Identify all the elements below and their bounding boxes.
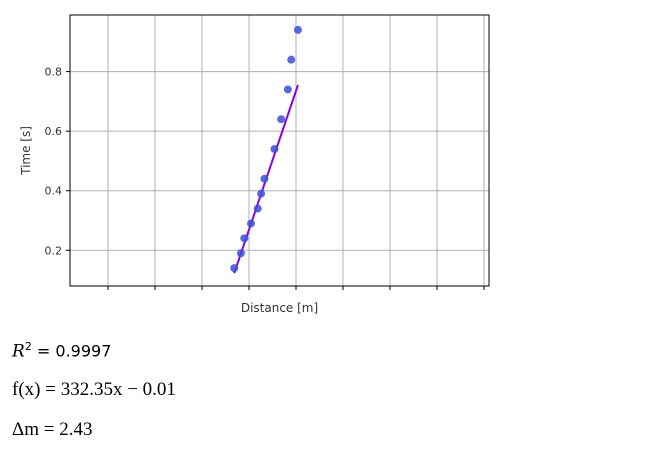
data-point — [287, 55, 296, 64]
delta-m-readout: Δm = 2.43 — [12, 419, 93, 440]
r-squared-value: = 0.9997 — [31, 341, 112, 361]
fit-equation: f(x) = 332.35x − 0.01 — [12, 379, 176, 400]
y-tick-label: 0.8 — [45, 66, 63, 79]
data-point — [277, 115, 286, 124]
data-point — [293, 25, 302, 34]
data-point — [253, 204, 262, 213]
chart-figure: 0.2 0.4 0.6 0.8 Distance [m] Time [s] — [19, 14, 490, 315]
plot-frame — [69, 14, 490, 287]
r-squared-power: 2 — [24, 340, 32, 353]
y-axis-label: Time [s] — [19, 126, 33, 176]
r-squared-readout: R2 = 0.9997 — [12, 340, 111, 361]
chart-svg: 0.2 0.4 0.6 0.8 Distance [m] Time [s] — [19, 14, 490, 315]
data-point — [270, 145, 279, 154]
data-point — [257, 189, 266, 198]
data-point — [240, 234, 249, 243]
data-point — [230, 264, 239, 273]
data-point — [236, 249, 245, 258]
y-tick-label: 0.6 — [45, 125, 63, 138]
y-tick-label: 0.2 — [45, 244, 63, 257]
y-tick-label: 0.4 — [45, 185, 63, 198]
data-point — [247, 219, 256, 228]
data-point — [260, 174, 269, 183]
x-axis-label: Distance [m] — [241, 301, 318, 315]
r-squared-symbol: R — [12, 341, 25, 362]
data-point — [283, 85, 292, 94]
